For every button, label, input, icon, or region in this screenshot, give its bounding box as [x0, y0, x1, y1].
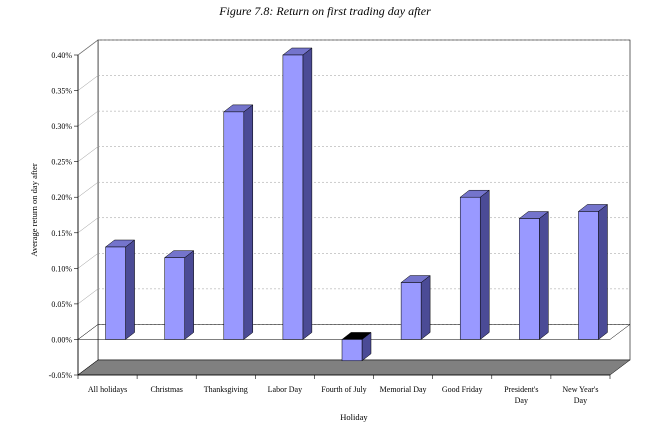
gridline-side	[77, 253, 99, 269]
bar-side	[479, 189, 490, 340]
bar-side	[598, 203, 608, 340]
x-tick-label: All holidays	[88, 385, 127, 394]
bar-side	[420, 275, 431, 340]
zero-plane	[77, 324, 631, 340]
gridline-side	[77, 182, 99, 198]
bar	[223, 111, 245, 340]
bar	[578, 211, 599, 340]
chart-floor	[77, 359, 631, 376]
y-tick-label: 0.35%	[51, 87, 72, 96]
x-tick-label: Thanksgiving	[204, 385, 248, 394]
y-tick-label: -0.05%	[49, 371, 73, 380]
side-wall	[77, 39, 99, 376]
y-tick-label: 0.15%	[51, 229, 72, 238]
gridline-side	[77, 39, 99, 56]
gridline-side	[77, 288, 99, 305]
bar	[164, 257, 185, 340]
bar-side	[539, 211, 549, 340]
gridline-side	[77, 110, 99, 127]
y-tick-label: 0.40%	[51, 51, 72, 60]
gridline-side	[77, 217, 99, 233]
bar	[459, 196, 481, 340]
y-tick-label: 0.00%	[51, 335, 72, 344]
y-tick-label: 0.05%	[51, 300, 72, 309]
x-tick-label: Fourth of July	[321, 385, 366, 394]
y-tick-label: 0.25%	[51, 158, 72, 167]
y-tick-label: 0.20%	[51, 193, 72, 202]
bar-side	[184, 250, 194, 340]
x-tick-label: Labor Day	[268, 385, 302, 394]
bar	[400, 282, 422, 340]
y-tick-label: 0.30%	[51, 122, 72, 131]
x-tick-label: Christmas	[150, 385, 182, 394]
gridline-side	[77, 146, 99, 162]
gridline-side	[77, 75, 99, 91]
bar	[519, 218, 540, 340]
bar-side	[243, 104, 254, 340]
bar	[105, 246, 126, 340]
bar	[341, 339, 363, 362]
x-tick-label: Memorial Day	[380, 385, 427, 394]
x-axis-title: Holiday	[340, 412, 368, 422]
chart-title: Figure 7.8: Return on first trading day …	[219, 4, 431, 18]
bar	[282, 54, 304, 340]
bar-side	[302, 47, 313, 340]
y-axis-title: Average return on day after	[29, 163, 39, 256]
bar-side	[125, 239, 135, 340]
x-tick-label: President's Day	[504, 385, 538, 405]
x-tick-label: New Year's Day	[562, 385, 598, 405]
x-tick-label: Good Friday	[442, 385, 483, 394]
y-tick-label: 0.10%	[51, 264, 72, 273]
